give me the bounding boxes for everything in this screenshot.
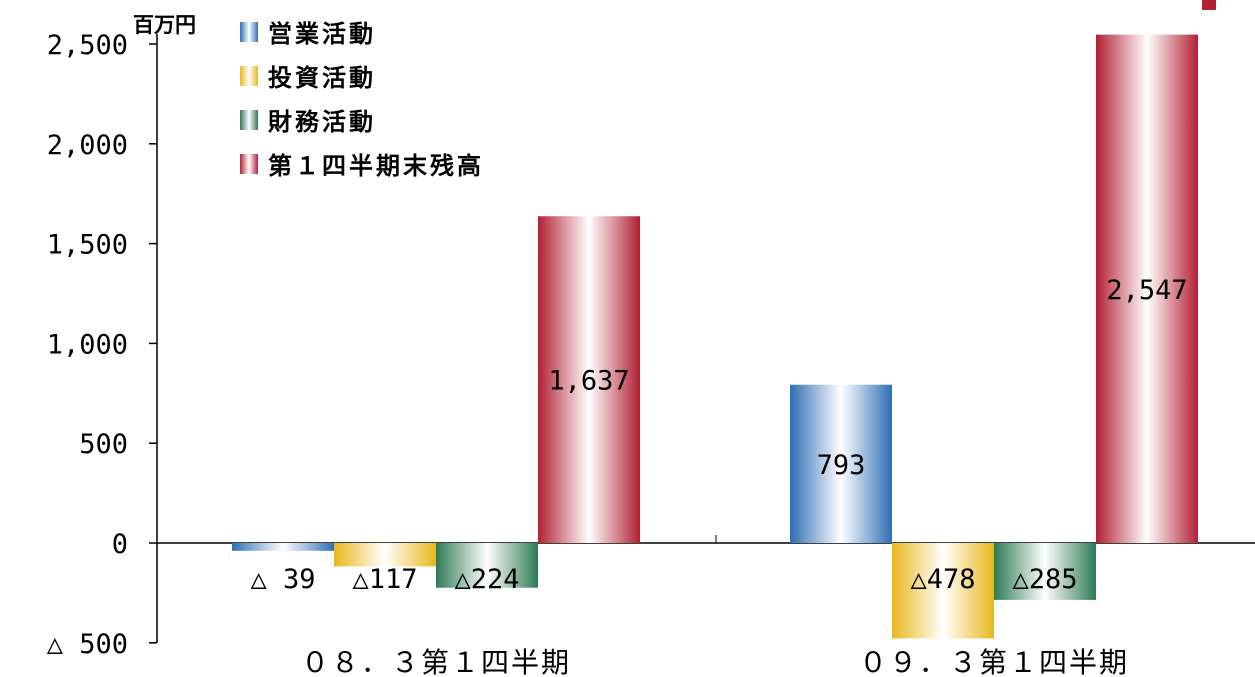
y-tick-label: 2,000 bbox=[47, 130, 128, 161]
bar bbox=[892, 543, 994, 639]
legend-label: 営業活動 bbox=[268, 20, 376, 48]
legend-label: 財務活動 bbox=[268, 108, 376, 136]
data-label: 2,547 bbox=[1106, 275, 1187, 306]
bar bbox=[334, 543, 436, 567]
category-label: ０８．３第１四半期 bbox=[301, 646, 571, 677]
y-tick-label: 1,500 bbox=[47, 230, 128, 261]
corner-marker bbox=[1202, 0, 1216, 10]
data-label: △117 bbox=[352, 564, 417, 595]
legend-swatch bbox=[240, 110, 258, 130]
legend-swatch bbox=[240, 22, 258, 42]
y-axis: 2,500 2,000 1,500 1,000 500 0 △ 500 bbox=[47, 30, 1255, 660]
y-tick-label: △ 500 bbox=[47, 629, 128, 660]
bar bbox=[1096, 34, 1198, 543]
data-label: 1,637 bbox=[548, 366, 629, 397]
y-axis-unit-label: 百万円 bbox=[133, 13, 196, 37]
data-label: △285 bbox=[1012, 564, 1077, 595]
y-tick-label: 2,500 bbox=[47, 30, 128, 61]
bar bbox=[538, 216, 640, 543]
bars bbox=[232, 34, 1198, 639]
data-label: △478 bbox=[910, 564, 975, 595]
category-labels: ０８．３第１四半期 ０９．３第１四半期 bbox=[301, 646, 1129, 677]
y-tick-label: 500 bbox=[79, 429, 128, 460]
bar bbox=[994, 543, 1096, 600]
data-label: 793 bbox=[817, 450, 866, 481]
legend-swatch bbox=[240, 154, 258, 174]
data-label: △224 bbox=[454, 564, 519, 595]
y-tick-label: 0 bbox=[112, 529, 128, 560]
data-label: △ 39 bbox=[250, 564, 315, 595]
bar bbox=[436, 543, 538, 588]
y-tick-label: 1,000 bbox=[47, 329, 128, 360]
bar bbox=[232, 543, 334, 551]
legend-swatch bbox=[240, 66, 258, 86]
data-labels: △ 39 △117 △224 1,637 793 △478 △285 2,547 bbox=[250, 275, 1187, 595]
legend-label: 投資活動 bbox=[268, 64, 376, 92]
bar bbox=[790, 384, 892, 543]
legend-label: 第１四半期末残高 bbox=[268, 152, 484, 180]
category-label: ０９．３第１四半期 bbox=[859, 646, 1129, 677]
